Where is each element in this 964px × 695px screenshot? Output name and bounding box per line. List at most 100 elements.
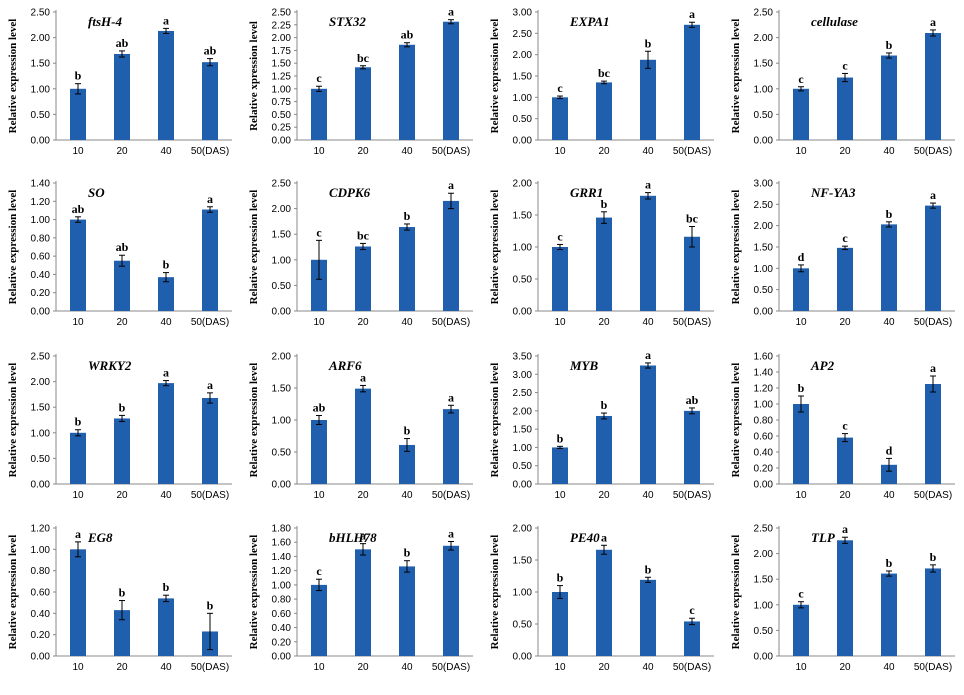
y-tick-label: 2.00 — [272, 33, 292, 44]
x-tick-label: 40 — [401, 490, 413, 501]
y-tick-label: 0.50 — [31, 454, 51, 465]
bar-40 — [158, 30, 174, 140]
x-tick-label: 40 — [883, 146, 895, 157]
y-tick-label: 2.00 — [272, 352, 292, 363]
x-tick-label: 40 — [160, 317, 172, 328]
bar-40 — [399, 227, 415, 311]
x-tick-label: 50(DAS) — [914, 490, 952, 501]
y-tick-label: 1.60 — [754, 352, 774, 363]
y-tick-label: 0.20 — [272, 637, 292, 648]
significance-letter: a — [930, 188, 936, 202]
y-tick-label: 0.50 — [272, 110, 292, 121]
x-tick-label: 10 — [554, 317, 566, 328]
y-tick-label: 1.50 — [513, 72, 533, 83]
y-tick-label: 1.50 — [272, 230, 292, 241]
x-tick-label: 20 — [598, 146, 610, 157]
x-tick-label: 20 — [116, 317, 128, 328]
significance-letter: b — [404, 424, 411, 438]
x-tick-label: 50(DAS) — [432, 317, 470, 328]
gene-title: EXPA1 — [569, 14, 610, 29]
bar-50(DAS) — [443, 200, 459, 311]
x-tick-label: 20 — [116, 662, 128, 673]
y-tick-label: 0.00 — [31, 480, 51, 491]
gene-title: NF-YA3 — [810, 185, 856, 200]
y-tick-label: 2.00 — [513, 179, 533, 190]
significance-letter: a — [360, 370, 366, 384]
gene-title: EG8 — [87, 530, 113, 545]
significance-letter: a — [645, 178, 651, 192]
x-tick-label: 50(DAS) — [914, 317, 952, 328]
y-tick-label: 2.50 — [272, 8, 292, 19]
significance-letter: b — [930, 550, 937, 564]
chart-panel-pe40: Relative expression level 0.00 0.50 1.00 1.5… — [489, 524, 714, 673]
significance-letter: ab — [72, 202, 85, 216]
y-axis-label: Relative expression level — [730, 535, 742, 650]
significance-letter: bc — [598, 66, 611, 80]
y-tick-label: 2.00 — [513, 406, 533, 417]
significance-letter: a — [448, 5, 454, 19]
y-tick-label: 0.60 — [31, 588, 51, 599]
y-tick-label: 1.40 — [272, 552, 292, 563]
y-tick-label: 0.20 — [31, 288, 51, 299]
y-tick-label: 0.00 — [513, 307, 533, 318]
y-axis-label: Relative expression level — [730, 19, 742, 134]
chart-panel-tlp: Relative expression level 0.00 0.50 1.00 1.5… — [730, 522, 955, 673]
x-tick-label: 50(DAS) — [432, 146, 470, 157]
significance-letter: b — [75, 415, 82, 429]
bar-10 — [311, 584, 327, 656]
y-tick-label: 0.00 — [272, 307, 292, 318]
x-tick-label: 10 — [795, 146, 807, 157]
significance-letter: ab — [401, 28, 414, 42]
y-tick-label: 0.60 — [272, 609, 292, 620]
chart-panel-arf6: Relative expression level 0.00 0.50 1.00 1.5… — [248, 352, 473, 501]
y-tick-label: 0.50 — [513, 620, 533, 631]
bar-10 — [552, 247, 568, 311]
y-tick-label: 1.00 — [754, 84, 774, 95]
bar-10 — [793, 88, 809, 140]
bar-20 — [114, 53, 130, 140]
significance-letter: b — [75, 69, 82, 83]
x-tick-label: 40 — [642, 146, 654, 157]
y-tick-label: 3.00 — [513, 370, 533, 381]
significance-letter: b — [645, 36, 652, 50]
significance-letter: a — [207, 378, 213, 392]
x-tick-label: 20 — [598, 317, 610, 328]
x-tick-label: 40 — [160, 146, 172, 157]
gene-title: GRR1 — [570, 185, 603, 200]
y-tick-label: 0.75 — [272, 97, 292, 108]
bar-40 — [881, 224, 897, 311]
significance-letter: ab — [116, 240, 129, 254]
y-tick-label: 1.60 — [272, 538, 292, 549]
x-tick-label: 10 — [554, 662, 566, 673]
x-tick-label: 50(DAS) — [191, 317, 229, 328]
y-tick-label: 2.50 — [513, 29, 533, 40]
significance-letter: a — [163, 366, 169, 380]
chart-panel-cellulase: Relative expression level 0.00 0.50 1.00 1.5… — [730, 8, 955, 157]
significance-letter: d — [798, 250, 805, 264]
x-tick-label: 20 — [598, 490, 610, 501]
x-tick-label: 10 — [313, 490, 325, 501]
y-tick-label: 1.00 — [513, 93, 533, 104]
significance-letter: bc — [357, 51, 370, 65]
gene-title: ftsH-4 — [88, 14, 122, 29]
y-tick-label: 0.50 — [513, 461, 533, 472]
bar-20 — [837, 247, 853, 311]
y-tick-label: 1.50 — [31, 59, 51, 70]
y-axis-label: Relative expression level — [489, 363, 501, 478]
significance-letter: c — [316, 71, 322, 85]
y-tick-label: 1.00 — [754, 400, 774, 411]
x-tick-label: 20 — [598, 662, 610, 673]
y-tick-label: 1.20 — [754, 384, 774, 395]
bar-50(DAS) — [684, 24, 700, 140]
bar-50(DAS) — [925, 205, 941, 311]
significance-letter: b — [557, 571, 564, 585]
y-tick-label: 1.75 — [272, 46, 292, 57]
significance-letter: a — [930, 361, 936, 375]
y-tick-label: 0.50 — [272, 448, 292, 459]
y-tick-label: 1.20 — [31, 524, 51, 535]
bar-10 — [793, 604, 809, 656]
bar-20 — [596, 217, 612, 311]
significance-letter: a — [207, 192, 213, 206]
significance-letter: a — [930, 15, 936, 29]
